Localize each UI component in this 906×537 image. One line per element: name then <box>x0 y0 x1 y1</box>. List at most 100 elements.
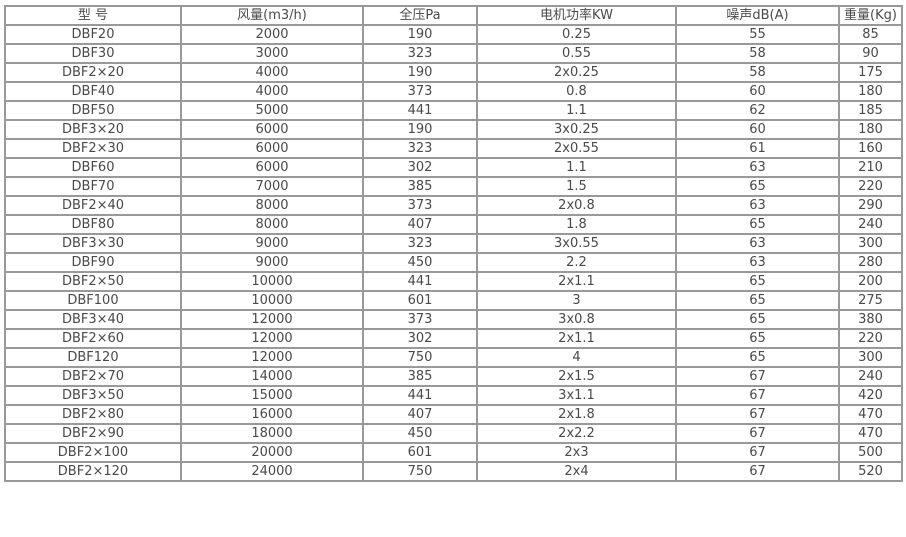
cell-model: DBF100 <box>4 290 182 311</box>
table-row: DBF2×120 24000 750 2x4 67 520 <box>4 461 903 482</box>
cell-airflow: 5000 <box>180 100 364 121</box>
cell-total-pressure: 190 <box>362 62 478 83</box>
cell-weight: 85 <box>838 24 903 45</box>
cell-motor-power: 2x1.8 <box>476 404 677 425</box>
cell-noise: 65 <box>675 309 840 330</box>
cell-total-pressure: 441 <box>362 385 478 406</box>
cell-model: DBF2×80 <box>4 404 182 425</box>
cell-weight: 185 <box>838 100 903 121</box>
cell-motor-power: 4 <box>476 347 677 368</box>
cell-model: DBF90 <box>4 252 182 273</box>
table-row: DBF30 3000 323 0.55 58 90 <box>4 43 903 64</box>
cell-motor-power: 2x3 <box>476 442 677 463</box>
cell-total-pressure: 302 <box>362 328 478 349</box>
cell-total-pressure: 450 <box>362 423 478 444</box>
cell-weight: 300 <box>838 233 903 254</box>
cell-model: DBF40 <box>4 81 182 102</box>
cell-model: DBF3×50 <box>4 385 182 406</box>
cell-noise: 67 <box>675 423 840 444</box>
cell-model: DBF120 <box>4 347 182 368</box>
cell-airflow: 7000 <box>180 176 364 197</box>
cell-airflow: 6000 <box>180 157 364 178</box>
cell-model: DBF50 <box>4 100 182 121</box>
cell-motor-power: 2x4 <box>476 461 677 482</box>
cell-motor-power: 0.55 <box>476 43 677 64</box>
cell-airflow: 14000 <box>180 366 364 387</box>
column-header-motor-power: 电机功率KW <box>476 5 677 26</box>
table-row: DBF2×20 4000 190 2x0.25 58 175 <box>4 62 903 83</box>
header-row: 型 号风量(m3/h) 全压Pa 电机功率KW 噪声dB(A) 重量(Kg) <box>4 5 903 26</box>
cell-weight: 420 <box>838 385 903 406</box>
cell-noise: 65 <box>675 347 840 368</box>
cell-weight: 380 <box>838 309 903 330</box>
cell-noise: 62 <box>675 100 840 121</box>
cell-noise: 67 <box>675 366 840 387</box>
column-header-weight: 重量(Kg) <box>838 5 903 26</box>
cell-weight: 220 <box>838 176 903 197</box>
cell-noise: 65 <box>675 214 840 235</box>
cell-noise: 65 <box>675 271 840 292</box>
cell-model: DBF3×30 <box>4 233 182 254</box>
cell-weight: 175 <box>838 62 903 83</box>
cell-weight: 90 <box>838 43 903 64</box>
cell-noise: 61 <box>675 138 840 159</box>
cell-total-pressure: 302 <box>362 157 478 178</box>
table-row: DBF2×100 20000 601 2x3 67 500 <box>4 442 903 463</box>
cell-total-pressure: 323 <box>362 138 478 159</box>
cell-motor-power: 0.25 <box>476 24 677 45</box>
cell-model: DBF2×30 <box>4 138 182 159</box>
cell-motor-power: 2x0.8 <box>476 195 677 216</box>
cell-noise: 58 <box>675 62 840 83</box>
cell-airflow: 20000 <box>180 442 364 463</box>
cell-motor-power: 2x1.1 <box>476 271 677 292</box>
column-header-noise: 噪声dB(A) <box>675 5 840 26</box>
table-row: DBF2×50 10000 441 2x1.1 65 200 <box>4 271 903 292</box>
cell-motor-power: 3x0.8 <box>476 309 677 330</box>
cell-motor-power: 3x0.55 <box>476 233 677 254</box>
cell-motor-power: 2x0.55 <box>476 138 677 159</box>
table-row: DBF120 12000 750 4 65 300 <box>4 347 903 368</box>
cell-model: DBF20 <box>4 24 182 45</box>
cell-total-pressure: 750 <box>362 461 478 482</box>
cell-airflow: 9000 <box>180 252 364 273</box>
table-row: DBF20 2000 190 0.25 55 85 <box>4 24 903 45</box>
cell-total-pressure: 601 <box>362 290 478 311</box>
cell-motor-power: 2x0.25 <box>476 62 677 83</box>
cell-total-pressure: 190 <box>362 24 478 45</box>
table-row: DBF60 6000 302 1.1 63 210 <box>4 157 903 178</box>
cell-airflow: 4000 <box>180 62 364 83</box>
table-row: DBF2×60 12000 302 2x1.1 65 220 <box>4 328 903 349</box>
cell-model: DBF2×90 <box>4 423 182 444</box>
cell-noise: 65 <box>675 328 840 349</box>
cell-airflow: 8000 <box>180 195 364 216</box>
cell-noise: 67 <box>675 404 840 425</box>
cell-noise: 67 <box>675 442 840 463</box>
cell-weight: 300 <box>838 347 903 368</box>
cell-weight: 275 <box>838 290 903 311</box>
table-row: DBF70 7000 385 1.5 65 220 <box>4 176 903 197</box>
cell-motor-power: 3x1.1 <box>476 385 677 406</box>
cell-noise: 55 <box>675 24 840 45</box>
cell-model: DBF2×40 <box>4 195 182 216</box>
cell-noise: 65 <box>675 176 840 197</box>
table-row: DBF2×30 6000 323 2x0.55 61 160 <box>4 138 903 159</box>
table-row: DBF50 5000 441 1.1 62 185 <box>4 100 903 121</box>
cell-weight: 290 <box>838 195 903 216</box>
cell-total-pressure: 407 <box>362 214 478 235</box>
cell-noise: 67 <box>675 385 840 406</box>
cell-weight: 180 <box>838 81 903 102</box>
cell-weight: 210 <box>838 157 903 178</box>
cell-weight: 220 <box>838 328 903 349</box>
cell-total-pressure: 373 <box>362 81 478 102</box>
cell-airflow: 3000 <box>180 43 364 64</box>
column-header-airflow: 风量(m3/h) <box>180 5 364 26</box>
cell-weight: 240 <box>838 366 903 387</box>
cell-airflow: 12000 <box>180 309 364 330</box>
cell-noise: 60 <box>675 81 840 102</box>
cell-noise: 63 <box>675 233 840 254</box>
table-row: DBF2×90 18000 450 2x2.2 67 470 <box>4 423 903 444</box>
cell-noise: 65 <box>675 290 840 311</box>
column-header-model: 型 号 <box>4 5 182 26</box>
cell-noise: 58 <box>675 43 840 64</box>
cell-noise: 60 <box>675 119 840 140</box>
